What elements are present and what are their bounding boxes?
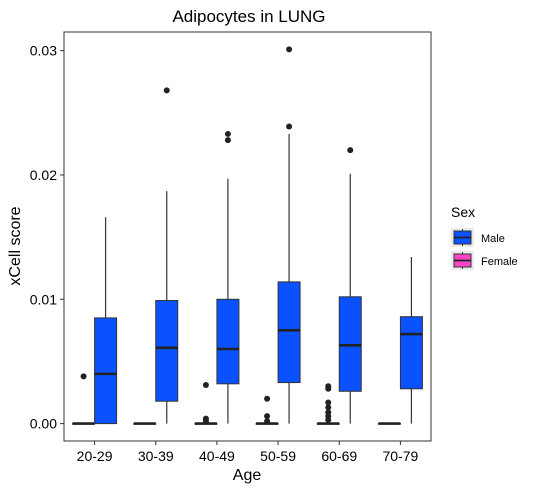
legend-label: Male (481, 233, 505, 245)
legend-label: Female (481, 256, 518, 268)
outlier-point (264, 395, 271, 402)
outlier-point (325, 385, 332, 392)
outlier-point (80, 373, 87, 380)
legend: Sex Male Female (451, 204, 518, 270)
outlier-point (325, 399, 332, 406)
outlier-point (264, 413, 271, 420)
outlier-point (224, 130, 231, 137)
y-tick-label: 0.01 (30, 291, 57, 307)
outlier-point (224, 137, 231, 144)
plot-panel (63, 31, 432, 442)
x-tick-label: 50-59 (260, 448, 296, 464)
y-tick-label: 0.02 (30, 167, 57, 183)
box (155, 300, 179, 402)
outlier-point (264, 418, 271, 425)
outlier-point (202, 418, 209, 425)
outlier-point (286, 46, 293, 53)
x-tick-label: 40-49 (199, 448, 235, 464)
y-tick-label: 0.03 (30, 43, 57, 59)
outlier-point (286, 123, 293, 130)
outlier-point (163, 87, 170, 94)
box (216, 298, 240, 385)
chart-title: Adipocytes in LUNG (172, 7, 325, 26)
x-tick-label: 30-39 (138, 448, 174, 464)
axis-layer: 0.00 0.01 0.02 0.03 20-29 30-39 40-49 50-59 60-6… (30, 43, 419, 464)
y-axis-title: xCell score (7, 206, 24, 285)
outlier-point (347, 147, 354, 154)
outlier-point (202, 382, 209, 389)
box (94, 317, 118, 425)
x-tick-label: 20-29 (77, 448, 113, 464)
box (277, 281, 301, 384)
outlier-point (325, 404, 332, 411)
x-axis-title: Age (233, 467, 262, 484)
y-tick-label: 0.00 (30, 416, 57, 432)
x-tick-label: 70-79 (383, 448, 419, 464)
legend-title: Sex (451, 204, 475, 220)
box (399, 316, 423, 390)
x-tick-label: 60-69 (321, 448, 357, 464)
plot-layer (72, 46, 423, 425)
outlier-point (325, 416, 332, 423)
